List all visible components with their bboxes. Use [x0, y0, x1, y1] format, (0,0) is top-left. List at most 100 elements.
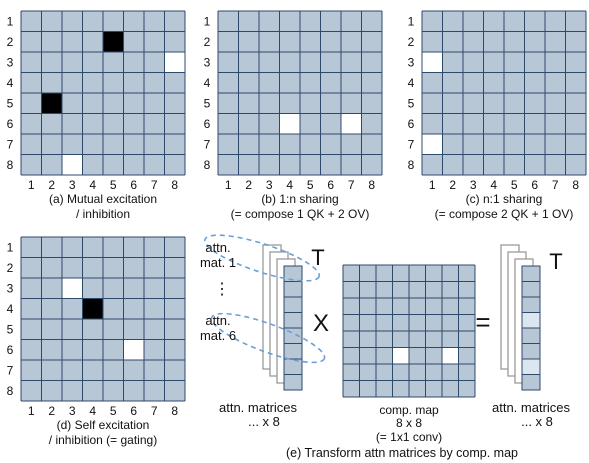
grid-a-col-label: 8: [171, 178, 178, 192]
grid-a-row-label: 7: [7, 137, 14, 151]
grid-d-col-label: 5: [110, 404, 117, 418]
grid-c-caption-line1: (c) n:1 sharing: [466, 192, 543, 206]
grid-d-col-label: 8: [171, 404, 178, 418]
grid-b-row-label: 3: [204, 55, 211, 69]
grid-d-col-label: 2: [48, 404, 55, 418]
left-attn-stack-front-cell-7: [283, 358, 303, 375]
right-attn-stack-front-cell-7: [521, 358, 541, 375]
times-operator: X: [313, 310, 329, 337]
right-caption-line1: attn. matrices: [492, 400, 571, 415]
grid-c-caption-line2: (= compose 2 QK + 1 OV): [435, 207, 574, 221]
left-caption-line1: attn. matrices: [219, 400, 298, 415]
grid-d-row-label: 3: [7, 281, 14, 295]
grid-c-cell-r7-c1: [422, 134, 443, 155]
right-attn-stack-front-cell-8: [521, 374, 541, 391]
stack-ellipsis: ⋮: [214, 281, 230, 298]
right-attn-stack-front-cell-2: [521, 281, 541, 298]
attn-mat1-label-line2: mat. 1: [200, 255, 236, 270]
grid-b-row-label: 5: [204, 96, 211, 110]
dashed-ellipse-top: [203, 234, 321, 282]
grid-b-col-label: 1: [225, 178, 232, 192]
right-attn-stack-front-cell-4: [521, 312, 541, 329]
grid-b-caption-line1: (b) 1:n sharing: [261, 192, 338, 206]
grid-b-col-label: 6: [327, 178, 334, 192]
grid-d-caption-line2: / inhibition (= gating): [49, 433, 157, 447]
right-attn-stack-front-cell-5: [521, 327, 541, 344]
grid-a-row-label: 4: [7, 76, 14, 90]
grid-c-row-label: 2: [408, 35, 415, 49]
grid-b-row-label: 2: [204, 35, 211, 49]
comp-caption-line3: (= 1x1 conv): [376, 430, 442, 444]
grid-a-col-label: 1: [28, 178, 35, 192]
comp-caption-line1: comp. map: [379, 403, 439, 417]
grid-d-row-label: 2: [7, 261, 14, 275]
equals-operator: =: [475, 307, 490, 337]
grid-c-row-label: 8: [408, 158, 415, 172]
grid-d-col-label: 3: [69, 404, 76, 418]
left-attn-stack-front-cell-2: [283, 281, 303, 298]
right-attn-stack-front-cell-1: [521, 265, 541, 282]
grid-d-cell-r3-c3: [62, 278, 83, 299]
grid-d-row-label: 6: [7, 343, 14, 357]
grid-a-cell-r2-c5: [103, 31, 124, 52]
left-attn-stack-front-cell-6: [283, 343, 303, 360]
grid-b-col-label: 5: [307, 178, 314, 192]
grid-b-cell-r6-c4: [279, 113, 300, 134]
grid-a: [20, 10, 186, 176]
comp-map-grid: [342, 264, 476, 398]
grid-d-row-label: 7: [7, 363, 14, 377]
grid-c-col-label: 3: [470, 178, 477, 192]
grid-a-col-label: 7: [151, 178, 158, 192]
grid-b-row-label: 7: [204, 137, 211, 151]
grid-a-col-label: 5: [110, 178, 117, 192]
grid-c-row-label: 5: [408, 96, 415, 110]
left-attn-stack-front-cell-4: [283, 312, 303, 329]
grid-a-row-label: 2: [7, 35, 14, 49]
grid-c-col-label: 4: [490, 178, 497, 192]
grid-d-row-label: 4: [7, 302, 14, 316]
transpose-right: T: [549, 249, 562, 274]
left-caption-line2: ... x 8: [248, 414, 280, 429]
dashed-ellipse-bottom: [210, 312, 326, 364]
grid-c-col-label: 6: [531, 178, 538, 192]
grid-c-col-label: 5: [511, 178, 518, 192]
grid-c-cell-r3-c1: [422, 52, 443, 73]
grid-d-col-label: 4: [89, 404, 96, 418]
grid-d-caption-line1: (d) Self excitation: [57, 418, 150, 432]
grid-b-col-label: 7: [348, 178, 355, 192]
grid-a-row-label: 1: [7, 14, 14, 28]
grid-a-caption-line1: (a) Mutual excitation: [49, 192, 157, 206]
attn-mat6-label-line2: mat. 6: [200, 328, 236, 343]
left-attn-stack: [262, 244, 303, 391]
grid-a-row-label: 3: [7, 55, 14, 69]
grid-d-row-label: 8: [7, 384, 14, 398]
grid-d-col-label: 7: [151, 404, 158, 418]
left-attn-stack-front-cell-8: [283, 374, 303, 391]
grid-b-caption-line2: (= compose 1 QK + 2 OV): [231, 207, 370, 221]
grid-b-row-label: 4: [204, 76, 211, 90]
grid-a-cell-r5-c2: [41, 93, 62, 114]
right-caption-line2: ... x 8: [521, 414, 553, 429]
grid-a-cell-r3-c8: [164, 52, 185, 73]
grid-c-row-label: 3: [408, 55, 415, 69]
grid-a-col-label: 2: [48, 178, 55, 192]
grid-b-row-label: 6: [204, 117, 211, 131]
grid-c-row-label: 1: [408, 14, 415, 28]
grid-d-row-label: 5: [7, 322, 14, 336]
grid-a-row-label: 5: [7, 96, 14, 110]
comp-map-grid-cell-r6-c7: [442, 347, 459, 364]
comp-caption-line2: 8 x 8: [396, 416, 422, 430]
grid-d-col-label: 1: [28, 404, 35, 418]
grid-b: [217, 10, 383, 176]
grid-d-col-label: 6: [130, 404, 137, 418]
grid-d-cell-r6-c6: [123, 339, 144, 360]
grid-c-col-label: 7: [552, 178, 559, 192]
left-attn-stack-front-cell-3: [283, 296, 303, 313]
grid-c-col-label: 8: [572, 178, 579, 192]
right-attn-stack-front-cell-6: [521, 343, 541, 360]
grid-c: [421, 10, 587, 176]
grid-a-cell-r8-c3: [62, 154, 83, 175]
grid-a-row-label: 6: [7, 117, 14, 131]
grid-b-row-label: 1: [204, 14, 211, 28]
